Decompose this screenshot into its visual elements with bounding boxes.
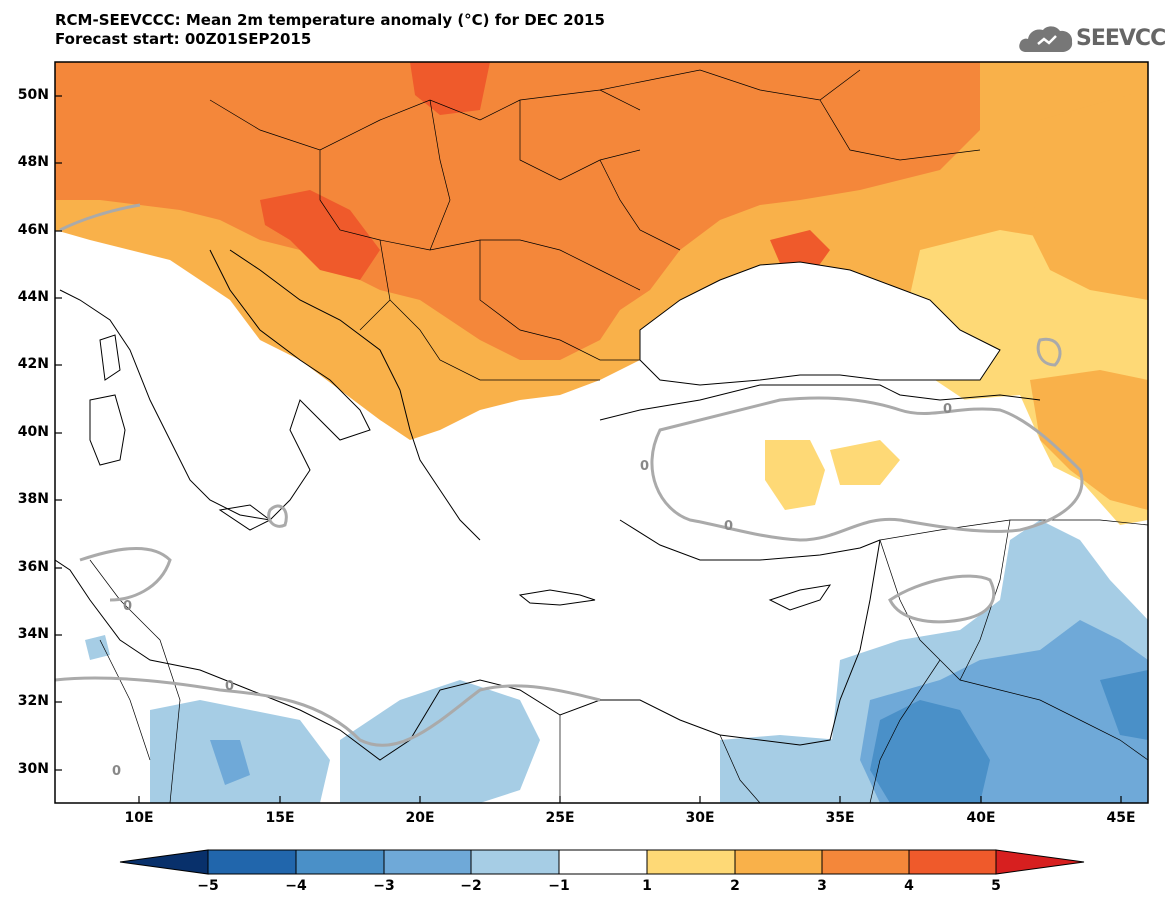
- title-line-2: Forecast start: 00Z01SEP2015: [55, 30, 312, 48]
- colorbar-segment-6: [558, 849, 648, 875]
- anomaly-2-3-east: [1030, 90, 1148, 300]
- coastline-anatolia: [599, 384, 1041, 561]
- colorbar-label-minus1: −1: [548, 878, 570, 894]
- colorbar: [119, 849, 1085, 875]
- lat-label-48n: 48N: [17, 154, 49, 170]
- contour-label-6: 0: [112, 764, 121, 779]
- cloud-logo-icon: [1019, 26, 1073, 52]
- lon-label-25e: 25E: [545, 810, 575, 826]
- lat-label-46n: 46N: [17, 222, 49, 238]
- anomaly-1-2-central-anatolia-a: [765, 440, 825, 510]
- coastline-sardinia: [89, 394, 126, 466]
- colorbar-label-4: 4: [904, 878, 914, 894]
- lat-label-50n: 50N: [17, 87, 49, 103]
- colorbar-segment-1: [119, 849, 209, 875]
- contour-label-4: 0: [225, 679, 234, 694]
- contour-label-1: 0: [724, 519, 733, 534]
- contour-label-5: 0: [123, 599, 132, 614]
- anomaly-minus1-minus2-libya-b: [340, 680, 540, 803]
- coastline-black-sea: [639, 261, 1001, 386]
- coastline-cyprus: [768, 584, 832, 611]
- axis-ticks: [55, 95, 1122, 803]
- zero-contour-alps: [59, 203, 141, 232]
- colorbar-segment-10: [908, 849, 997, 875]
- anomaly-minus2-minus3-libya: [210, 740, 250, 785]
- lon-label-40e: 40E: [966, 810, 996, 826]
- anomaly-minus3-minus4-east-b: [1100, 670, 1148, 740]
- lon-label-20e: 20E: [405, 810, 435, 826]
- lat-label-38n: 38N: [17, 491, 49, 507]
- lat-label-44n: 44N: [17, 289, 49, 305]
- colorbar-label-5: 5: [991, 878, 1001, 894]
- coastline-levant: [55, 539, 881, 761]
- mediterranean-sea: [55, 260, 230, 560]
- logo-text: SEEVCCC: [1076, 26, 1165, 51]
- lat-label-30n: 30N: [17, 761, 49, 777]
- lat-label-42n: 42N: [17, 356, 49, 372]
- coastline-corsica: [99, 334, 121, 381]
- colorbar-label-2: 2: [730, 878, 740, 894]
- anomaly-4-5-region-a: [260, 190, 380, 280]
- anomaly-minus1-minus2-egypt: [720, 735, 840, 803]
- anomaly-minus1-minus2-west: [85, 635, 110, 660]
- colorbar-label-minus5: −5: [197, 878, 219, 894]
- lat-label-40n: 40N: [17, 424, 49, 440]
- borders-north-africa: [89, 559, 761, 803]
- zero-contour-caucasus: [1036, 337, 1062, 367]
- colorbar-label-minus3: −3: [373, 878, 395, 894]
- lat-label-36n: 36N: [17, 559, 49, 575]
- anomaly-2-3-anatolia: [1030, 370, 1148, 510]
- zero-contour-italy: [267, 504, 288, 528]
- lon-label-15e: 15E: [265, 810, 295, 826]
- coastline-adriatic: [229, 249, 481, 541]
- lat-label-32n: 32N: [17, 693, 49, 709]
- colorbar-segment-11: [995, 849, 1085, 875]
- anomaly-3-4-region: [55, 62, 980, 360]
- colorbar-label-minus4: −4: [285, 878, 307, 894]
- coastline-crete: [518, 589, 596, 606]
- zero-contour-west: [79, 547, 172, 602]
- contour-label-3: 0: [640, 459, 649, 474]
- zero-contour-libya: [55, 676, 601, 747]
- lon-label-10e: 10E: [124, 810, 154, 826]
- map-title: RCM-SEEVCCC: Mean 2m temperature anomaly…: [55, 11, 605, 49]
- colorbar-segment-5: [470, 849, 560, 875]
- colorbar-segment-3: [295, 849, 385, 875]
- seevccc-logo: SEEVCCC: [1018, 22, 1165, 56]
- anomaly-1-2-central-anatolia-b: [830, 440, 900, 485]
- lon-label-45e: 45E: [1106, 810, 1136, 826]
- colorbar-label-3: 3: [817, 878, 827, 894]
- colorbar-segment-9: [821, 849, 910, 875]
- colorbar-segment-8: [734, 849, 823, 875]
- colorbar-label-minus2: −2: [460, 878, 482, 894]
- borders-central-europe: [209, 69, 981, 381]
- lon-label-35e: 35E: [825, 810, 855, 826]
- zero-contour-anatolia: [650, 396, 1084, 542]
- lon-label-30e: 30E: [685, 810, 715, 826]
- colorbar-segment-7: [646, 849, 736, 875]
- anomaly-minus3-minus4-east: [870, 700, 990, 803]
- coastline-italy: [59, 249, 371, 521]
- contour-label-2: 0: [943, 402, 952, 417]
- borders-middle-east: [869, 519, 1148, 803]
- colorbar-segment-2: [207, 849, 297, 875]
- colorbar-label-1: 1: [642, 878, 652, 894]
- zero-contour-levant: [888, 574, 996, 624]
- lat-label-34n: 34N: [17, 626, 49, 642]
- colorbar-segment-4: [383, 849, 472, 875]
- title-line-1: RCM-SEEVCCC: Mean 2m temperature anomaly…: [55, 11, 605, 29]
